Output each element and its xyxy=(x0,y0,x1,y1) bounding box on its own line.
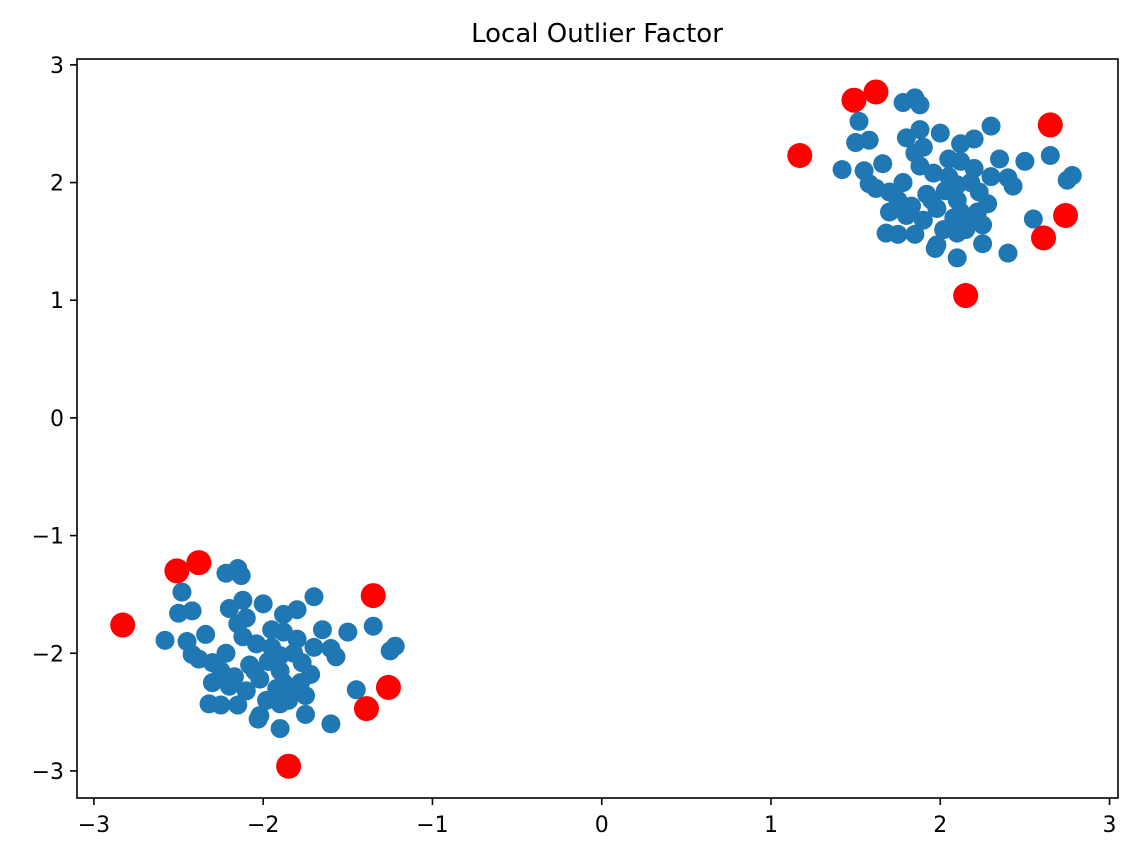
data-point xyxy=(211,695,231,715)
data-point xyxy=(896,206,916,226)
data-point xyxy=(279,690,299,710)
data-point xyxy=(924,163,943,183)
outlier-point xyxy=(1031,225,1057,251)
data-point xyxy=(250,669,270,689)
outlier-point xyxy=(787,142,813,168)
data-point xyxy=(246,634,266,654)
x-tick-label: 3 xyxy=(1103,813,1117,838)
data-point xyxy=(216,643,236,663)
x-tick-label: −2 xyxy=(247,813,279,838)
data-point xyxy=(1023,209,1043,229)
plot-area xyxy=(110,79,1082,779)
data-point xyxy=(981,116,1001,136)
data-point xyxy=(219,599,239,619)
outlier-point xyxy=(186,550,212,576)
data-point xyxy=(893,93,913,113)
y-tick-label: 1 xyxy=(50,289,64,314)
data-point xyxy=(930,123,950,143)
data-point xyxy=(893,173,913,193)
data-point xyxy=(973,215,993,235)
data-point xyxy=(248,709,268,729)
x-tick-label: −1 xyxy=(416,813,448,838)
outlier-point xyxy=(1053,203,1079,229)
data-point xyxy=(973,234,993,254)
data-point xyxy=(1003,176,1023,196)
data-point xyxy=(896,128,916,148)
data-point xyxy=(951,134,971,154)
data-point xyxy=(270,719,290,739)
outlier-point xyxy=(360,583,386,609)
outlier-point xyxy=(1037,112,1063,138)
data-point xyxy=(832,160,852,180)
data-point xyxy=(1015,151,1035,171)
data-point xyxy=(169,603,189,623)
data-point xyxy=(338,622,358,642)
data-point xyxy=(849,111,869,131)
data-point xyxy=(326,647,346,667)
outlier-point xyxy=(863,79,889,105)
y-tick-label: −1 xyxy=(32,525,64,550)
x-tick-label: −3 xyxy=(78,813,110,838)
data-point xyxy=(913,210,933,230)
y-tick-label: 0 xyxy=(50,407,64,432)
data-point xyxy=(202,673,222,693)
data-point xyxy=(253,594,273,614)
data-point xyxy=(296,704,316,724)
data-point xyxy=(196,624,216,644)
data-point xyxy=(888,224,908,244)
outlier-point xyxy=(841,87,867,113)
x-tick-label: 1 xyxy=(764,813,778,838)
chart-title: Local Outlier Factor xyxy=(471,19,723,49)
y-tick-label: −2 xyxy=(32,642,64,667)
data-point xyxy=(879,202,899,222)
data-point xyxy=(905,224,925,244)
data-point xyxy=(274,604,294,624)
data-point xyxy=(304,587,324,607)
outlier-point xyxy=(353,696,379,722)
y-tick-label: 2 xyxy=(50,172,64,197)
data-point xyxy=(956,220,976,240)
data-point xyxy=(346,680,366,700)
x-tick-label: 0 xyxy=(595,813,609,838)
data-point xyxy=(873,154,893,174)
x-tick-label: 2 xyxy=(933,813,947,838)
data-point xyxy=(321,714,341,734)
data-point xyxy=(927,198,947,218)
data-point xyxy=(981,167,1001,187)
data-point xyxy=(990,149,1010,169)
data-point xyxy=(228,695,248,715)
data-point xyxy=(1057,170,1077,190)
data-point xyxy=(947,248,967,268)
data-point xyxy=(998,243,1018,263)
y-tick-label: 3 xyxy=(50,54,64,79)
data-point xyxy=(925,238,945,258)
data-point xyxy=(155,630,175,650)
outlier-point xyxy=(164,558,190,584)
data-point xyxy=(172,582,192,602)
data-point xyxy=(312,620,332,640)
outlier-point xyxy=(110,612,136,638)
outlier-point xyxy=(953,283,979,309)
axes: −3 −2 −1 0 1 2 3 −3 −2 −1 0 1 2 3 xyxy=(32,54,1117,838)
axes-frame xyxy=(76,58,1119,799)
data-point xyxy=(363,616,383,636)
data-point xyxy=(219,676,239,696)
data-point xyxy=(846,133,866,153)
data-point xyxy=(304,637,324,657)
data-point xyxy=(1040,145,1060,165)
outlier-point xyxy=(276,753,302,779)
data-point xyxy=(231,566,251,586)
y-tick-label: −3 xyxy=(32,760,64,785)
data-point xyxy=(380,641,400,661)
outlier-point xyxy=(375,674,401,700)
data-point xyxy=(296,686,316,706)
data-point xyxy=(236,681,256,701)
data-point xyxy=(216,563,236,583)
data-point xyxy=(910,95,930,115)
